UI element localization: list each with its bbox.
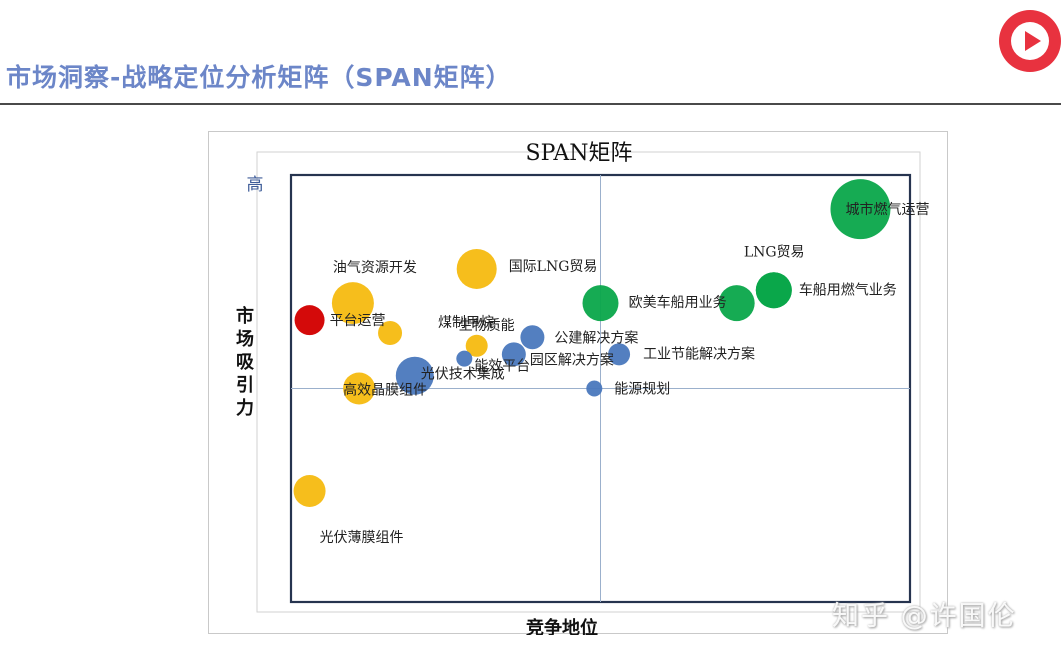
- y-axis-label-char: 吸: [236, 352, 255, 373]
- bubble-label: 生物质能: [459, 318, 515, 334]
- y-axis-label-char: 力: [236, 398, 254, 419]
- bubble-blue: [501, 342, 526, 367]
- bubble-label: 欧美车船用业务: [629, 294, 727, 311]
- bubble-label: LNG贸易: [744, 244, 805, 260]
- bubble-label: 煤制甲烷: [438, 315, 494, 331]
- bubble-yellow: [331, 282, 374, 325]
- bubble-blue: [456, 350, 473, 367]
- bubble-label: 平台运营: [330, 313, 386, 329]
- bubble-blue: [586, 380, 603, 397]
- bubble-label: 公建解决方案: [554, 329, 638, 346]
- bubble-label: 城市燃气运营: [845, 201, 929, 218]
- bubble-blue: [520, 325, 545, 350]
- bubble-yellow: [343, 372, 376, 405]
- bubble-label: 工业节能解决方案: [643, 345, 755, 362]
- play-triangle-icon: [1025, 31, 1041, 51]
- bubble-yellow: [293, 474, 326, 507]
- bubble-red: [294, 305, 325, 336]
- slide-title: 市场洞察-战略定位分析矩阵（SPAN矩阵）: [6, 63, 512, 92]
- bubble-series: [293, 179, 891, 507]
- bubble-blue: [395, 356, 434, 395]
- title-divider: [0, 103, 1061, 105]
- bubble-yellow: [465, 334, 488, 357]
- chart-title: SPAN矩阵: [526, 141, 633, 166]
- bubble-blue: [608, 343, 631, 366]
- play-logo-icon: [999, 10, 1061, 72]
- chart-frame: SPAN矩阵 高 市场吸引力 竞争地位 城市燃气运营 LNG贸易欧美车船用业务 车船…: [208, 131, 948, 635]
- bubble-label: 国际LNG贸易: [509, 259, 598, 275]
- y-axis-label-char: 引: [236, 375, 254, 396]
- bubble-label: 园区解决方案: [530, 351, 614, 368]
- bubble-label: 油气资源开发: [333, 260, 417, 276]
- bubble-green: [718, 285, 755, 322]
- y-axis-label-char: 场: [236, 329, 254, 350]
- bubble-label: 光伏薄膜组件: [320, 530, 404, 546]
- inner-plot-border: [256, 151, 921, 613]
- x-axis-label: 竞争地位: [526, 617, 598, 635]
- y-axis-high-label: 高: [247, 175, 264, 195]
- bubble-green: [755, 272, 792, 309]
- bubble-green: [582, 285, 619, 322]
- y-axis-label: 市场吸引力: [236, 305, 255, 419]
- bubble-label: 高效晶膜组件: [343, 382, 427, 399]
- watermark-text: 知乎 @许国伦: [832, 601, 1017, 632]
- bubble-yellow: [456, 248, 497, 289]
- bubble-label: 能效平台: [474, 359, 530, 375]
- bubble-yellow: [378, 320, 403, 345]
- bubble-label: 车船用燃气业务: [799, 281, 897, 298]
- bubble-label: 能源规划: [614, 382, 670, 398]
- bubble-green: [830, 179, 891, 240]
- bubble-label: 光伏技术集成: [421, 366, 505, 383]
- y-axis-label-char: 市: [236, 305, 254, 327]
